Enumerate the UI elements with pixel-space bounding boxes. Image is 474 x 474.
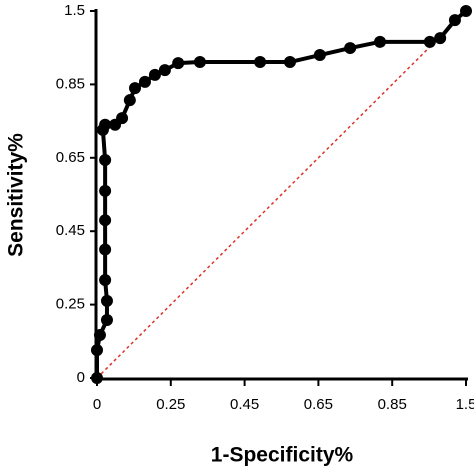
reference-line — [96, 10, 467, 379]
point — [254, 56, 267, 69]
y-tick-label: 0.85 — [56, 75, 85, 92]
point — [99, 118, 112, 131]
y-tick-label: 0.45 — [56, 222, 85, 239]
x-tick-label: 1.5 — [456, 396, 474, 413]
point — [313, 49, 326, 62]
point — [116, 112, 129, 125]
point — [344, 42, 357, 55]
point — [172, 57, 185, 70]
point — [91, 344, 103, 357]
x-tick-label: 0 — [93, 396, 101, 413]
point — [123, 94, 136, 107]
point — [138, 75, 151, 88]
point — [129, 82, 142, 95]
point — [99, 214, 112, 227]
point — [99, 274, 112, 287]
x-tick-label: 0.85 — [378, 396, 407, 413]
point — [148, 68, 161, 81]
y-tick-label: 0.65 — [56, 149, 85, 166]
y-tick-label: 0 — [77, 369, 85, 386]
point — [99, 243, 112, 256]
point — [434, 32, 447, 45]
x-tick-label: 0.65 — [304, 396, 333, 413]
y-tick-label: 1.5 — [64, 2, 85, 19]
y-tick-label: 0.25 — [56, 296, 85, 313]
y-axis-title: Sensitivity% — [5, 133, 28, 257]
x-tick-label: 0.45 — [230, 396, 259, 413]
point — [100, 314, 113, 327]
point — [448, 14, 461, 27]
point — [423, 35, 436, 48]
point — [91, 372, 103, 384]
point — [193, 56, 206, 69]
x-tick-label: 0.25 — [156, 396, 185, 413]
point — [93, 329, 106, 342]
point — [100, 294, 113, 307]
point — [374, 35, 387, 48]
point — [460, 5, 472, 17]
point — [99, 154, 112, 167]
point — [283, 56, 296, 69]
point — [158, 64, 171, 77]
point — [99, 184, 112, 197]
x-axis-title: 1-Specificity% — [211, 444, 354, 467]
